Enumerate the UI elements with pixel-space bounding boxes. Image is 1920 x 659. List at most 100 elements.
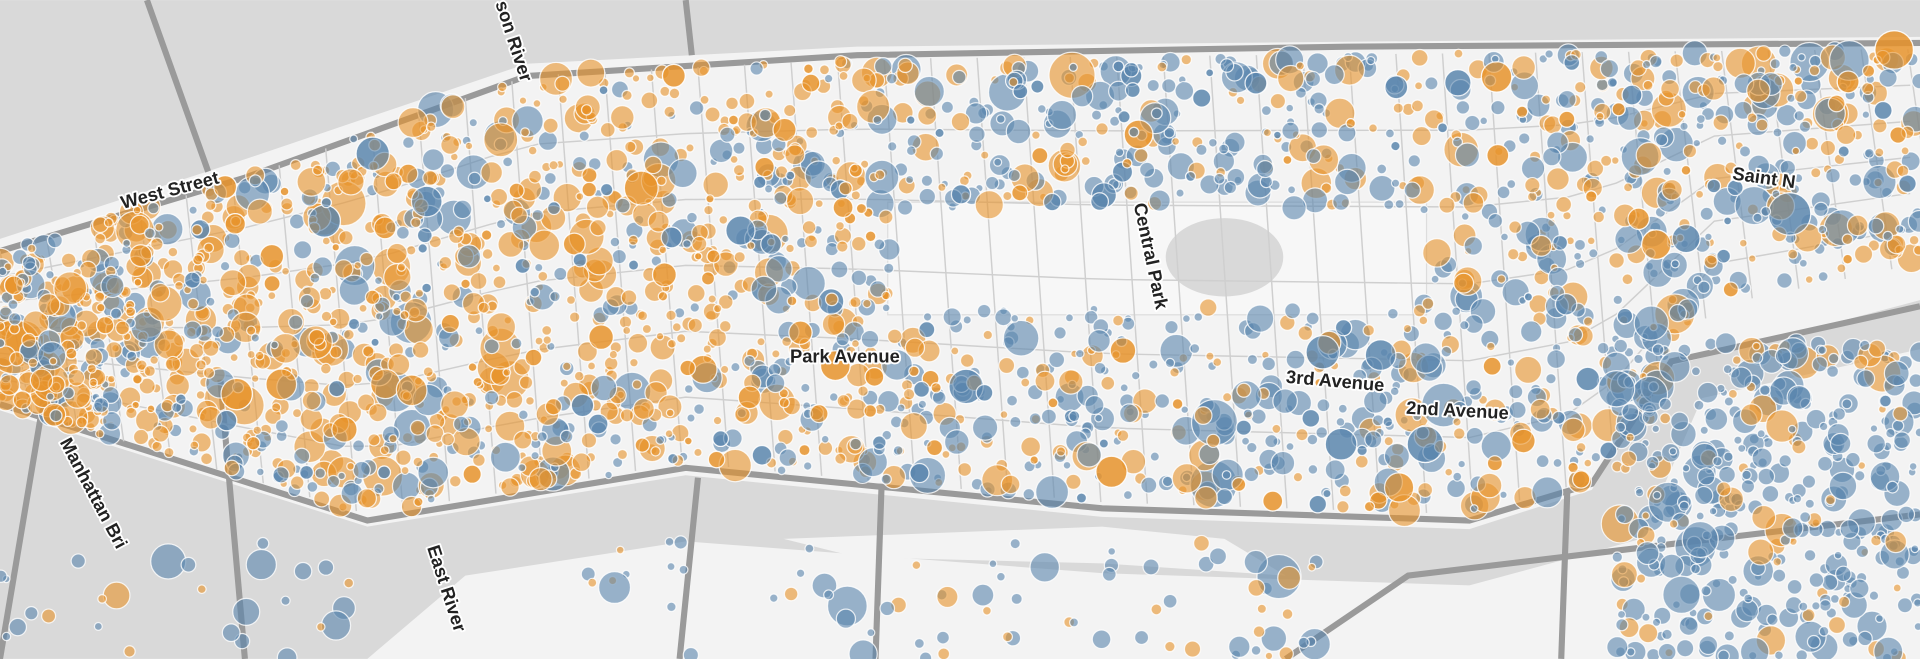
dot — [1146, 78, 1160, 93]
dot — [996, 571, 1006, 582]
dot — [1697, 467, 1716, 486]
dot — [1914, 427, 1920, 438]
dot — [1193, 534, 1210, 552]
dot — [518, 96, 528, 105]
dot — [1884, 530, 1908, 554]
dot — [1682, 143, 1698, 159]
dot — [1567, 461, 1579, 474]
dot — [957, 461, 973, 477]
dot — [1362, 389, 1388, 414]
dot — [1866, 433, 1886, 454]
dot — [1755, 118, 1769, 132]
dot — [851, 67, 877, 94]
dot — [1657, 642, 1677, 659]
dot — [1575, 366, 1601, 392]
dot — [659, 85, 671, 97]
dot — [976, 303, 992, 319]
dot — [785, 186, 815, 216]
dot — [527, 169, 542, 184]
street — [1720, 50, 1753, 299]
dot — [1554, 293, 1578, 316]
dot — [1269, 92, 1287, 110]
dot — [885, 72, 898, 85]
dot — [1150, 603, 1163, 616]
dot — [1412, 304, 1427, 318]
dot — [571, 452, 592, 473]
dot — [678, 564, 689, 575]
dot — [0, 569, 8, 583]
dot — [343, 577, 355, 589]
dot — [359, 251, 374, 267]
dot — [425, 121, 437, 132]
dot — [1454, 142, 1481, 168]
dot — [49, 408, 63, 423]
dot — [699, 94, 710, 105]
dot — [1677, 109, 1687, 119]
dot — [126, 350, 138, 362]
dot — [481, 248, 494, 260]
dot — [718, 319, 732, 333]
dot — [565, 264, 590, 288]
dot — [1438, 196, 1456, 214]
dot — [685, 143, 695, 153]
dot — [1616, 307, 1634, 325]
dot — [1861, 64, 1876, 78]
dot — [1755, 45, 1772, 62]
dot — [215, 409, 238, 432]
dot — [524, 348, 543, 367]
dot — [1635, 141, 1663, 169]
dot — [1712, 114, 1730, 132]
dot — [935, 630, 950, 645]
dot — [1827, 616, 1847, 635]
dot — [1301, 408, 1321, 428]
dot — [252, 425, 263, 436]
dot — [1310, 121, 1329, 139]
dot — [3, 275, 24, 296]
dot — [1704, 232, 1713, 242]
dot — [1793, 110, 1806, 122]
dot — [440, 135, 461, 155]
dot — [483, 338, 500, 355]
dot — [292, 240, 313, 260]
dot — [138, 377, 156, 395]
dot — [751, 444, 773, 466]
dot — [1645, 455, 1660, 470]
dot — [937, 182, 947, 192]
dot — [1028, 412, 1042, 426]
dot — [851, 339, 860, 348]
dot — [988, 559, 998, 569]
dot — [1637, 623, 1659, 644]
dot — [1410, 48, 1429, 67]
dot — [356, 393, 376, 412]
dot — [374, 276, 383, 286]
dot — [886, 328, 903, 345]
dot — [1913, 622, 1920, 632]
dot — [1612, 294, 1624, 306]
dot — [1640, 229, 1672, 260]
dot — [1545, 372, 1557, 385]
dot — [1613, 338, 1629, 354]
dot — [1558, 110, 1576, 128]
dot — [1224, 131, 1246, 154]
dot — [1690, 366, 1701, 377]
dot — [484, 424, 494, 434]
dot — [1150, 107, 1163, 120]
dot — [542, 335, 553, 345]
dot — [374, 311, 384, 321]
dot — [61, 386, 75, 400]
dot — [313, 490, 331, 508]
dot — [1077, 136, 1089, 148]
dot — [94, 291, 106, 303]
dot — [318, 286, 333, 301]
dot — [109, 307, 123, 320]
dot — [347, 317, 361, 331]
dot — [396, 262, 407, 272]
dot — [307, 204, 342, 238]
dot — [1107, 546, 1117, 556]
dot — [1218, 143, 1230, 155]
dot — [623, 67, 636, 79]
dot — [1015, 365, 1030, 380]
dot — [1723, 630, 1735, 642]
dot — [1180, 405, 1189, 414]
dot — [1414, 81, 1424, 91]
